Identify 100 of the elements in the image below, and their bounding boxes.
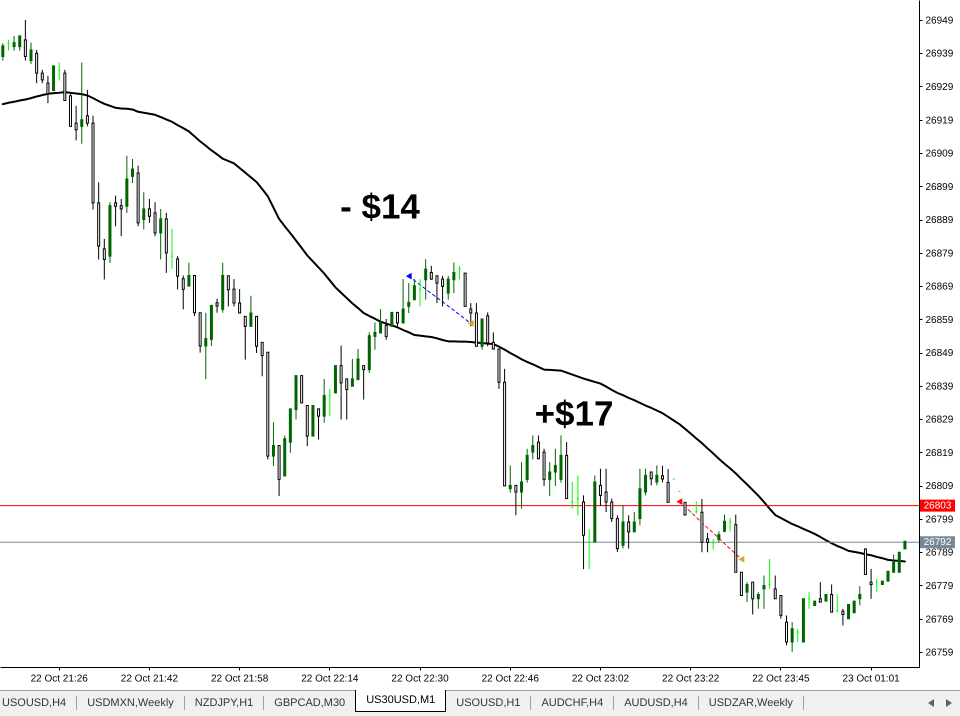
candlestick	[531, 434, 534, 460]
candlestick	[40, 69, 44, 84]
candlestick	[452, 262, 456, 294]
candlestick	[604, 468, 608, 512]
candlestick	[35, 49, 38, 84]
candlestick	[632, 511, 636, 532]
candlestick	[492, 332, 495, 350]
candlestick	[102, 238, 106, 280]
y-tick-label: 26869	[926, 282, 954, 293]
y-tick-label: 26939	[926, 48, 954, 60]
candlestick	[858, 586, 862, 606]
candlestick	[130, 158, 134, 184]
candlestick	[159, 208, 162, 260]
candlestick	[706, 532, 710, 553]
candlestick	[598, 468, 602, 506]
y-tick-label: 26809	[926, 481, 954, 492]
candlestick	[340, 345, 343, 420]
candlestick	[740, 572, 743, 596]
candlestick	[536, 434, 540, 460]
y-tick-label: 26799	[926, 514, 954, 526]
y-tick-label: 26789	[926, 548, 954, 559]
candlestick	[390, 312, 394, 327]
y-tick-label: 26829	[926, 414, 954, 426]
candlestick	[830, 584, 834, 613]
candlestick	[446, 275, 450, 300]
candlestick	[852, 600, 856, 614]
candlestick	[622, 504, 625, 550]
candlestick	[756, 592, 760, 610]
candlestick	[684, 502, 687, 516]
point	[468, 320, 474, 327]
candlestick	[402, 278, 405, 324]
y-tick-label: 26919	[926, 115, 954, 126]
candlestick	[80, 62, 84, 144]
candlestick	[356, 348, 360, 380]
y-tick-label: 26849	[926, 348, 954, 360]
y-tick-label: 26889	[926, 215, 954, 226]
candlestick	[751, 582, 754, 615]
candlestick	[238, 288, 242, 314]
candlestick	[322, 378, 326, 424]
candlestick	[818, 582, 822, 603]
x-tick-label: 22 Oct 23:02	[572, 674, 630, 684]
candlestick	[790, 622, 794, 653]
y-tick-label: 26949	[926, 15, 954, 26]
candlestick	[666, 468, 670, 503]
y-tick-label: 26759	[926, 648, 954, 659]
candlestick	[520, 462, 524, 510]
candlestick	[650, 472, 653, 486]
y-tick-label: 26769	[926, 614, 954, 626]
text: USDZAR,Weekly	[698, 696, 804, 710]
candlestick	[249, 295, 252, 327]
candlestick	[627, 514, 630, 550]
annotation: - $14	[340, 188, 420, 226]
candlestick	[12, 35, 16, 52]
candlestick	[435, 275, 438, 304]
candlestick	[469, 302, 472, 327]
candlestick	[120, 198, 123, 237]
candlestick	[244, 316, 247, 360]
candlestick	[176, 256, 180, 290]
x-tick-label: 22 Oct 21:26	[30, 674, 88, 684]
candlestick	[350, 358, 354, 387]
y-tick-label: 26839	[926, 381, 954, 392]
x-tick-label: 22 Oct 22:46	[482, 674, 540, 684]
ref-line-label: 26803	[924, 500, 952, 512]
ref-line-label: 26792	[924, 537, 952, 548]
selected-tab: US30USD,M1	[355, 690, 446, 712]
candlestick	[779, 594, 782, 620]
text: GBPCAD,M30	[264, 696, 356, 710]
candlestick	[317, 408, 320, 440]
point	[406, 272, 412, 280]
x-tick-label: 22 Oct 23:45	[752, 674, 810, 684]
candlestick	[74, 105, 78, 141]
y-tick-label: 26879	[926, 248, 954, 260]
candlestick	[148, 198, 151, 224]
candlestick	[396, 312, 399, 327]
point	[676, 498, 682, 506]
candlestick	[841, 608, 844, 626]
candlestick	[886, 570, 890, 582]
y-tick-label: 26859	[926, 314, 954, 326]
candlestick	[424, 258, 428, 300]
x-tick-label: 22 Oct 21:42	[120, 674, 178, 684]
candlestick	[142, 192, 146, 230]
candlestick	[1, 42, 4, 62]
candlestick	[526, 448, 529, 484]
candlestick	[379, 308, 382, 334]
y-tick-label: 26819	[926, 448, 954, 459]
candlestick	[746, 582, 749, 603]
candlestick	[892, 554, 896, 573]
candlestick	[373, 322, 376, 350]
candlestick	[226, 275, 230, 307]
candlestick	[260, 342, 264, 377]
candlestick	[774, 575, 777, 600]
text: AUDCHF,H4	[531, 696, 614, 710]
candlestick	[30, 42, 33, 64]
candlestick	[272, 422, 275, 467]
y-tick-label: 26929	[926, 82, 954, 93]
candlestick	[18, 35, 22, 52]
candlestick	[441, 275, 444, 307]
candlestick	[514, 484, 518, 516]
candlestick	[232, 278, 236, 307]
candlestick	[722, 514, 726, 533]
